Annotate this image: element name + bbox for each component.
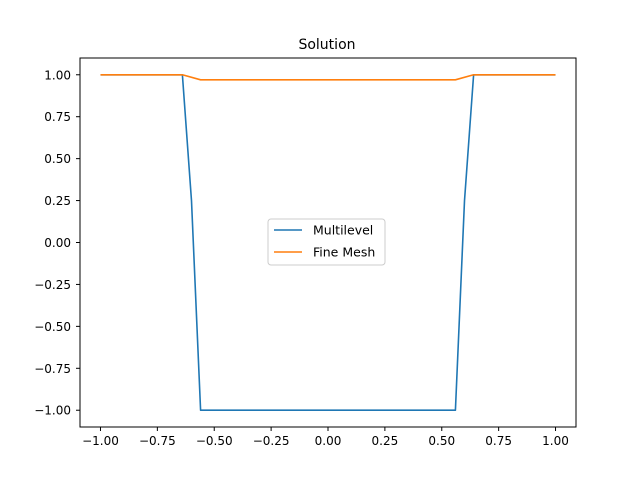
x-tick-label: −0.75 [139, 434, 176, 448]
legend-label-fine-mesh: Fine Mesh [313, 245, 375, 260]
y-tick-label: −0.75 [34, 362, 71, 376]
series-layer [100, 73, 556, 412]
y-axis: 1.00 0.75 0.50 0.25 0.00 −0.25 −0.50 −0.75 −1.00 [34, 68, 80, 418]
x-tick-label: 0.00 [315, 434, 342, 448]
x-tick-label: −1.00 [82, 434, 119, 448]
x-tick-label: 0.75 [485, 434, 512, 448]
y-tick-label: −0.25 [34, 278, 71, 292]
x-tick-label: 1.00 [542, 434, 569, 448]
x-tick-label: −0.25 [253, 434, 290, 448]
series-line-multilevel [100, 73, 556, 412]
y-tick-label: 0.50 [44, 152, 71, 166]
chart-title: Solution [298, 37, 355, 53]
y-tick-label: 0.75 [44, 110, 71, 124]
x-tick-label: −0.50 [196, 434, 233, 448]
x-tick-label: 0.25 [372, 434, 399, 448]
legend-label-multilevel: Multilevel [313, 223, 373, 238]
y-tick-label: −0.50 [34, 320, 71, 334]
x-tick-label: 0.50 [428, 434, 455, 448]
y-tick-label: 0.25 [44, 194, 71, 208]
legend: Multilevel Fine Mesh [267, 218, 386, 266]
y-tick-label: −1.00 [34, 404, 71, 418]
series-line-fine-mesh [100, 73, 556, 81]
y-tick-label: 0.00 [44, 236, 71, 250]
x-axis: −1.00 −0.75 −0.50 −0.25 0.00 0.25 0.50 0.75 1.00 [82, 427, 569, 448]
y-tick-label: 1.00 [44, 68, 71, 82]
